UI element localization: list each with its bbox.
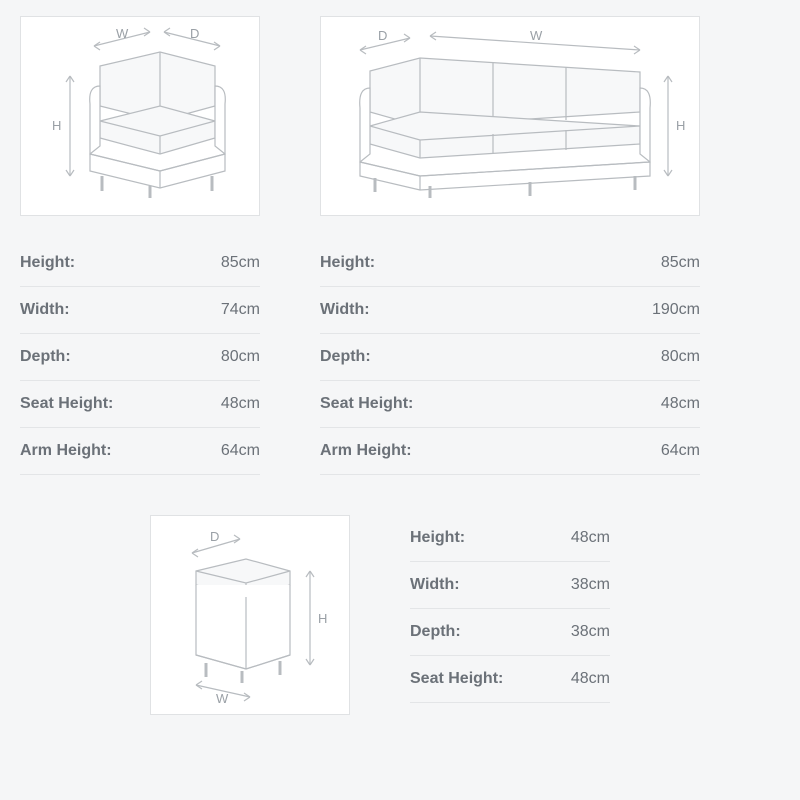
dim-label-d: D <box>190 26 199 41</box>
spec-value: 48cm <box>571 670 610 688</box>
spec-label: Arm Height: <box>20 442 112 460</box>
spec-row: Seat Height: 48cm <box>410 656 610 703</box>
spec-value: 48cm <box>571 529 610 547</box>
spec-value: 48cm <box>221 395 260 413</box>
ottoman-specs: Height: 48cm Width: 38cm Depth: 38cm Seat H… <box>410 515 610 703</box>
spec-label: Depth: <box>20 348 71 366</box>
spec-row: Width: 190cm <box>320 287 700 334</box>
spec-row: Height: 48cm <box>410 515 610 562</box>
spec-label: Arm Height: <box>320 442 412 460</box>
dim-label-w: W <box>530 28 543 43</box>
spec-label: Height: <box>410 529 465 547</box>
spec-row: Depth: 80cm <box>20 334 260 381</box>
spec-value: 80cm <box>221 348 260 366</box>
spec-row: Width: 38cm <box>410 562 610 609</box>
spec-row: Depth: 38cm <box>410 609 610 656</box>
dim-label-h: H <box>318 611 327 626</box>
spec-row: Height: 85cm <box>320 240 700 287</box>
spec-label: Height: <box>20 254 75 272</box>
spec-row: Arm Height: 64cm <box>320 428 700 475</box>
spec-label: Height: <box>320 254 375 272</box>
sofa-svg: D W H <box>330 26 690 206</box>
dim-label-h: H <box>52 118 61 133</box>
spec-label: Seat Height: <box>320 395 413 413</box>
dim-label-w: W <box>116 26 129 41</box>
spec-value: 74cm <box>221 301 260 319</box>
dim-label-d: D <box>378 28 387 43</box>
chair-specs: Height: 85cm Width: 74cm Depth: 80cm Seat H… <box>20 240 260 475</box>
spec-label: Seat Height: <box>20 395 113 413</box>
spec-row: Width: 74cm <box>20 287 260 334</box>
row-bottom: D H W Height: 48cm Width: 38cm Depth: 38cm … <box>150 515 780 739</box>
spec-row: Seat Height: 48cm <box>320 381 700 428</box>
spec-value: 38cm <box>571 623 610 641</box>
row-top: W D H Height: 85cm Width: 74cm Depth: 80cm … <box>20 16 780 475</box>
spec-row: Arm Height: 64cm <box>20 428 260 475</box>
spec-label: Width: <box>20 301 70 319</box>
sofa-diagram: D W H <box>320 16 700 216</box>
sofa-specs: Height: 85cm Width: 190cm Depth: 80cm Seat … <box>320 240 700 475</box>
spec-row: Height: 85cm <box>20 240 260 287</box>
spec-value: 64cm <box>221 442 260 460</box>
spec-value: 48cm <box>661 395 700 413</box>
spec-value: 85cm <box>661 254 700 272</box>
spec-row: Depth: 80cm <box>320 334 700 381</box>
chair-diagram: W D H <box>20 16 260 216</box>
spec-value: 38cm <box>571 576 610 594</box>
spec-label: Width: <box>410 576 460 594</box>
spec-value: 190cm <box>652 301 700 319</box>
spec-label: Width: <box>320 301 370 319</box>
spec-label: Seat Height: <box>410 670 503 688</box>
chair-svg: W D H <box>30 26 250 206</box>
spec-value: 85cm <box>221 254 260 272</box>
spec-label: Depth: <box>410 623 461 641</box>
spec-value: 80cm <box>661 348 700 366</box>
ottoman-svg: D H W <box>160 525 340 705</box>
ottoman-diagram: D H W <box>150 515 350 715</box>
spec-value: 64cm <box>661 442 700 460</box>
spec-row: Seat Height: 48cm <box>20 381 260 428</box>
product-chair: W D H Height: 85cm Width: 74cm Depth: 80cm … <box>20 16 260 475</box>
dim-label-d: D <box>210 529 219 544</box>
dim-label-h: H <box>676 118 685 133</box>
product-sofa: D W H Height: 85cm Width: 190cm Depth: 80cm… <box>320 16 700 475</box>
dim-label-w: W <box>216 691 229 705</box>
spec-label: Depth: <box>320 348 371 366</box>
